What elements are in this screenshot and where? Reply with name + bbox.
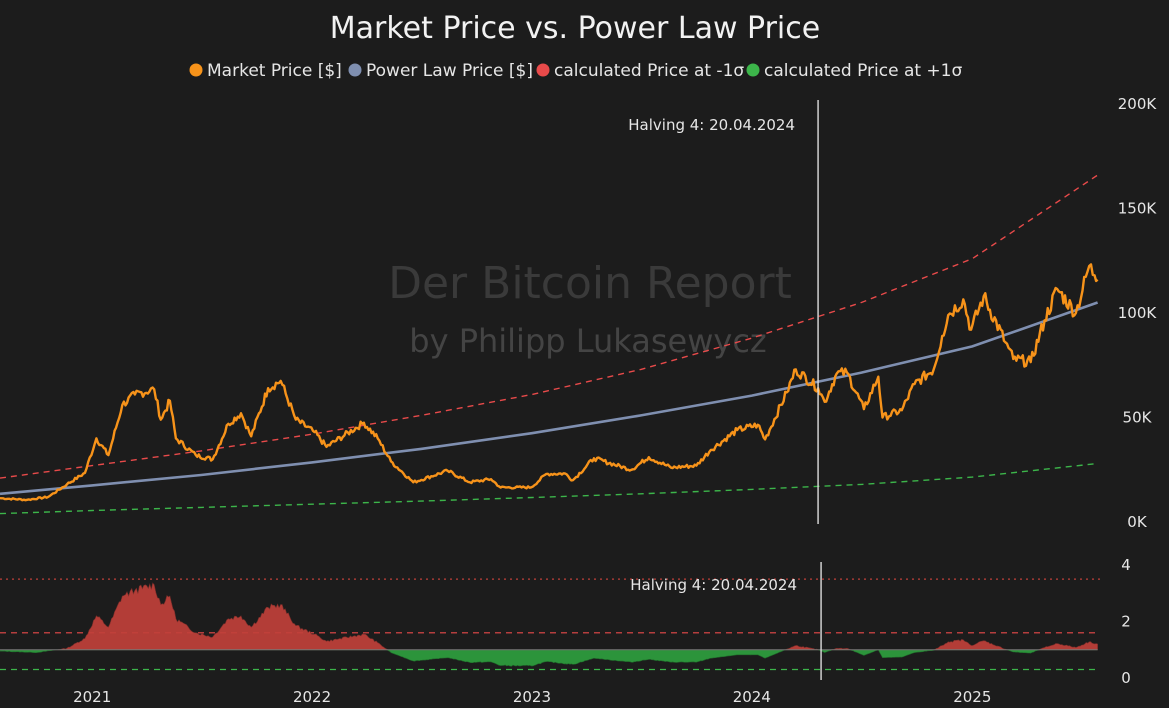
y-tick-bottom: 0 bbox=[1121, 669, 1131, 687]
legend-marker-plus_sigma bbox=[746, 63, 760, 77]
y-tick-top: 100K bbox=[1118, 304, 1158, 322]
chart-title: Market Price vs. Power Law Price bbox=[330, 11, 820, 46]
ratio-panel: 0 2 4 bbox=[0, 556, 1131, 687]
legend-marker-market bbox=[189, 63, 203, 77]
watermark-title: Der Bitcoin Report bbox=[388, 258, 792, 309]
x-tick-label: 2022 bbox=[293, 688, 331, 706]
x-axis: 2021 2022 2023 2024 2025 bbox=[73, 688, 991, 706]
series-minus-sigma bbox=[0, 174, 1098, 479]
y-tick-top: 50K bbox=[1123, 409, 1153, 427]
y-tick-top: 200K bbox=[1118, 95, 1158, 113]
price-panel: 0K 50K 100K 150K 200K bbox=[0, 95, 1157, 531]
x-tick-label: 2024 bbox=[733, 688, 771, 706]
legend-label-market: Market Price [$] bbox=[207, 61, 342, 81]
y-tick-bottom: 4 bbox=[1121, 556, 1131, 574]
halving-label-bottom: Halving 4: 20.04.2024 bbox=[630, 576, 797, 594]
x-tick-label: 2021 bbox=[73, 688, 111, 706]
halving-label-top: Halving 4: 20.04.2024 bbox=[628, 116, 795, 134]
y-tick-top: 150K bbox=[1118, 200, 1158, 218]
y-tick-bottom: 2 bbox=[1121, 613, 1131, 631]
legend-marker-minus_sigma bbox=[536, 63, 550, 77]
y-tick-top: 0K bbox=[1127, 513, 1148, 531]
legend-label-powerlaw: Power Law Price [$] bbox=[366, 61, 533, 81]
series-plus-sigma bbox=[0, 462, 1098, 515]
chart-legend: Market Price [$] Power Law Price [$] calcu… bbox=[189, 61, 962, 81]
legend-label-minus_sigma: calculated Price at -1σ bbox=[554, 61, 744, 81]
legend-label-plus_sigma: calculated Price at +1σ bbox=[764, 61, 962, 81]
x-tick-label: 2023 bbox=[513, 688, 551, 706]
watermark-subtitle: by Philipp Lukasewycz bbox=[409, 322, 766, 360]
legend-marker-powerlaw bbox=[348, 63, 362, 77]
series-power-law bbox=[0, 301, 1099, 496]
series-market-price bbox=[0, 263, 1099, 502]
x-tick-label: 2025 bbox=[953, 688, 991, 706]
